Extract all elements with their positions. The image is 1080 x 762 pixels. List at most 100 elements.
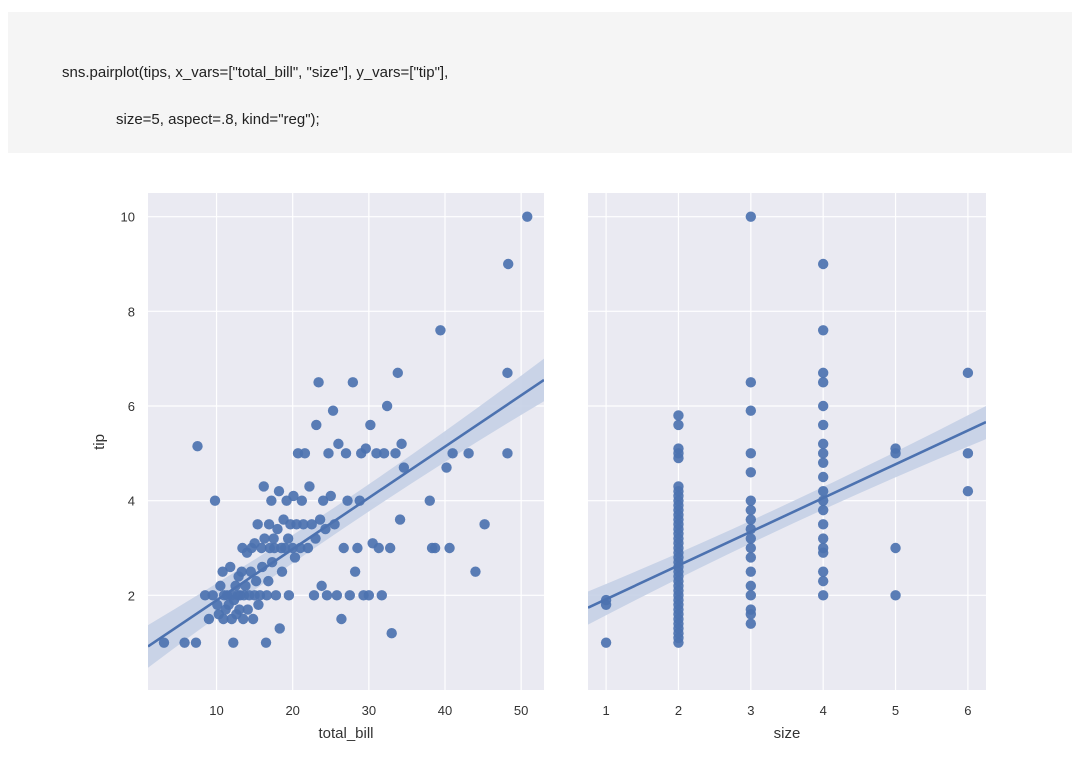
data-point — [314, 514, 326, 525]
data-point — [745, 448, 757, 459]
data-point — [256, 542, 267, 554]
x-tick-label: 40 — [438, 703, 452, 718]
plot-content — [148, 211, 544, 668]
data-point — [236, 566, 247, 577]
data-point — [252, 519, 263, 530]
data-point — [257, 561, 268, 573]
data-point — [503, 258, 514, 270]
x-tick-label: 1 — [602, 703, 609, 718]
data-point — [673, 443, 684, 454]
data-point — [424, 495, 435, 506]
data-point — [215, 580, 226, 592]
data-point — [444, 542, 455, 554]
data-point — [207, 590, 218, 601]
data-point — [817, 486, 829, 497]
data-point — [218, 613, 229, 625]
x-tick-label: 2 — [675, 703, 682, 718]
data-point — [817, 542, 829, 554]
data-point — [817, 566, 829, 577]
data-point — [325, 490, 336, 502]
data-point — [259, 533, 270, 544]
data-point — [263, 575, 274, 587]
data-point — [338, 542, 349, 554]
data-point — [347, 377, 359, 388]
data-point — [289, 552, 301, 563]
data-point — [522, 211, 533, 222]
data-point — [817, 258, 829, 270]
data-point — [349, 566, 361, 577]
data-point — [745, 514, 757, 525]
data-point — [470, 566, 481, 577]
x-tick-label: 3 — [747, 703, 754, 718]
data-point — [745, 552, 757, 563]
data-point — [817, 533, 829, 544]
data-point — [817, 400, 829, 412]
x-axis-label-size: size — [774, 725, 801, 742]
data-point — [745, 467, 757, 478]
data-point — [199, 590, 211, 601]
data-point — [390, 448, 401, 459]
data-point — [376, 590, 387, 601]
data-point — [817, 325, 829, 336]
data-point — [447, 448, 458, 459]
data-point — [331, 590, 343, 601]
data-point — [260, 637, 272, 648]
data-point — [274, 623, 285, 634]
data-point — [745, 495, 757, 506]
data-point — [817, 419, 829, 431]
data-point — [344, 590, 356, 601]
data-point — [203, 613, 215, 625]
data-point — [299, 448, 311, 459]
data-point — [342, 495, 353, 506]
x-tick-label: 4 — [820, 703, 827, 718]
x-tick-label: 50 — [514, 703, 528, 718]
data-point — [333, 438, 344, 450]
data-point — [435, 325, 446, 336]
data-point — [817, 448, 829, 459]
data-point — [282, 533, 294, 544]
data-point — [336, 613, 347, 625]
data-point — [386, 628, 397, 639]
data-point — [502, 448, 513, 459]
data-point — [817, 367, 829, 379]
data-point — [327, 405, 339, 416]
x-tick-label: 20 — [285, 703, 299, 718]
data-point — [817, 590, 829, 601]
data-point — [817, 471, 829, 483]
data-point — [288, 490, 299, 502]
data-point — [313, 377, 324, 388]
data-point — [817, 519, 829, 530]
data-point — [817, 438, 829, 450]
data-point — [371, 448, 382, 459]
data-point — [209, 495, 221, 506]
data-point — [817, 504, 829, 516]
data-point — [745, 590, 757, 601]
data-point — [463, 448, 474, 459]
data-point — [673, 481, 684, 492]
data-point — [237, 613, 249, 625]
data-point — [962, 448, 974, 459]
y-tick-label: 8 — [128, 304, 135, 319]
y-tick-label: 2 — [128, 588, 135, 603]
data-point — [381, 400, 393, 412]
data-point — [890, 542, 901, 554]
data-point — [272, 523, 283, 535]
data-point — [270, 590, 282, 601]
data-point — [340, 448, 352, 459]
data-point — [308, 590, 320, 601]
regression-line — [148, 378, 544, 648]
data-point — [673, 410, 684, 421]
data-point — [745, 504, 757, 516]
scatter-panel-size: 1 2 3 4 5 6 — [588, 193, 986, 718]
data-point — [962, 367, 974, 379]
data-point — [745, 211, 757, 222]
data-point — [266, 495, 277, 506]
data-point — [298, 519, 309, 530]
data-point — [179, 637, 190, 648]
x-tick-label: 6 — [964, 703, 971, 718]
y-tick-label: 6 — [128, 399, 135, 414]
data-point — [242, 604, 253, 615]
data-point — [250, 575, 262, 587]
data-point — [745, 566, 757, 577]
data-point — [890, 590, 901, 601]
